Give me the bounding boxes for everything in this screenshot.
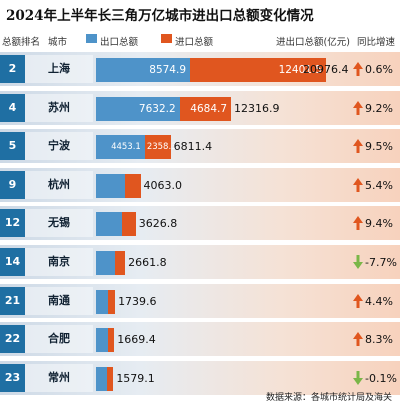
table-row: 23 常州 1579.1 -0.1% [0, 360, 400, 395]
rank-badge: 22 [0, 325, 25, 354]
arrow-up-icon [353, 332, 363, 347]
import-bar [107, 328, 115, 353]
total-value-label: 1579.1 [116, 371, 155, 385]
arrow-up-icon [353, 293, 363, 308]
table-row: 22 合肥 1669.4 8.3% [0, 322, 400, 357]
total-value-label: 6811.4 [173, 140, 213, 154]
total-value-label: 4063.0 [143, 178, 183, 192]
import-bar [124, 173, 141, 198]
export-legend-swatch [86, 34, 97, 43]
city-header: 城市 [48, 37, 68, 48]
total-value-label: 12316.9 [234, 101, 280, 115]
import-bar [107, 366, 114, 391]
export-bar [96, 366, 108, 391]
rank-badge: 12 [0, 209, 25, 238]
total-header: 进出口总额(亿元) [276, 37, 350, 48]
rank-badge: 2 [0, 55, 25, 83]
rank-badge: 14 [0, 248, 25, 276]
city-label: 常州 [25, 363, 93, 392]
import-legend-swatch [161, 34, 172, 43]
row-background [0, 206, 400, 241]
rank-badge: 21 [0, 286, 25, 315]
export-bar [96, 135, 145, 160]
growth-value: -0.1% [365, 371, 397, 385]
growth-value: 9.5% [365, 140, 393, 154]
rank-header: 总额排名 [2, 37, 41, 48]
rank-badge: 4 [0, 93, 25, 122]
table-row: 2 上海 8574.9 12401.5 20976.4 0.6% [0, 52, 400, 86]
import-value-label: 12401.5 [278, 64, 322, 76]
import-bar [114, 251, 126, 275]
export-value-label: 4453.1 [111, 142, 141, 153]
city-label: 无锡 [25, 209, 93, 238]
export-bar [96, 251, 115, 275]
arrow-up-icon [353, 139, 363, 154]
import-bar [108, 289, 116, 314]
arrow-down-icon [353, 255, 363, 269]
arrow-up-icon [353, 62, 363, 76]
import-bar [179, 96, 232, 121]
city-label: 苏州 [25, 93, 93, 122]
import-legend-label: 进口总额 [175, 37, 214, 48]
import-bar [190, 58, 326, 82]
city-label: 南通 [25, 286, 93, 315]
rank-badge: 9 [0, 170, 25, 199]
rank-badge: 23 [0, 363, 25, 392]
import-value-label: 2358.3 [146, 142, 177, 153]
row-background [0, 167, 400, 202]
arrow-up-icon [353, 100, 363, 115]
export-legend-label: 出口总额 [100, 37, 139, 48]
growth-value: 4.4% [365, 294, 393, 308]
total-value-label: 20976.4 [303, 63, 349, 76]
import-bar [144, 135, 171, 160]
row-background [0, 360, 400, 395]
export-bar [96, 173, 125, 198]
import-bar [121, 212, 136, 237]
export-bar [96, 58, 191, 82]
row-background [0, 283, 400, 318]
city-label: 南京 [25, 248, 93, 276]
export-bar [96, 212, 122, 237]
row-background [0, 129, 400, 164]
total-value-label: 3626.8 [138, 217, 178, 231]
row-background [0, 322, 400, 357]
city-label: 合肥 [25, 325, 93, 354]
arrow-up-icon [353, 177, 363, 192]
growth-value: 0.6% [365, 63, 393, 76]
export-bar [96, 96, 180, 121]
city-label: 上海 [25, 55, 93, 83]
total-value-label: 2661.8 [128, 256, 167, 269]
export-bar [96, 289, 109, 314]
growth-value: 9.4% [365, 217, 393, 231]
export-value-label: 7632.2 [138, 102, 176, 115]
table-row: 14 南京 2661.8 -7.7% [0, 245, 400, 279]
export-value-label: 8574.9 [149, 64, 187, 76]
city-label: 宁波 [25, 132, 93, 161]
growth-value: 8.3% [365, 333, 393, 347]
table-row: 9 杭州 4063.0 5.4% [0, 167, 400, 202]
import-value-label: 4684.7 [190, 102, 228, 115]
table-row: 5 宁波 4453.1 2358.3 6811.4 9.5% [0, 129, 400, 164]
growth-header: 同比增速 [357, 37, 396, 48]
arrow-up-icon [353, 216, 363, 231]
row-background [0, 245, 400, 279]
arrow-down-icon [353, 370, 363, 385]
table-row: 21 南通 1739.6 4.4% [0, 283, 400, 318]
growth-value: -7.7% [365, 256, 397, 269]
growth-value: 9.2% [365, 101, 393, 115]
total-value-label: 1739.6 [118, 294, 157, 308]
growth-value: 5.4% [365, 178, 393, 192]
total-value-label: 1669.4 [117, 333, 156, 347]
table-row: 4 苏州 7632.2 4684.7 12316.9 9.2% [0, 90, 400, 125]
city-label: 杭州 [25, 170, 93, 199]
export-bar [96, 328, 108, 353]
table-row: 12 无锡 3626.8 9.4% [0, 206, 400, 241]
source-note: 数据来源：各城市统计局及海关 [265, 393, 392, 403]
column-header: 总额排名 城市 出口总额 进口总额 进出口总额(亿元) 同比增速 [0, 31, 400, 49]
chart-title: 2024年上半年长三角万亿城市进出口总额变化情况 [6, 8, 314, 24]
rank-badge: 5 [0, 132, 25, 161]
